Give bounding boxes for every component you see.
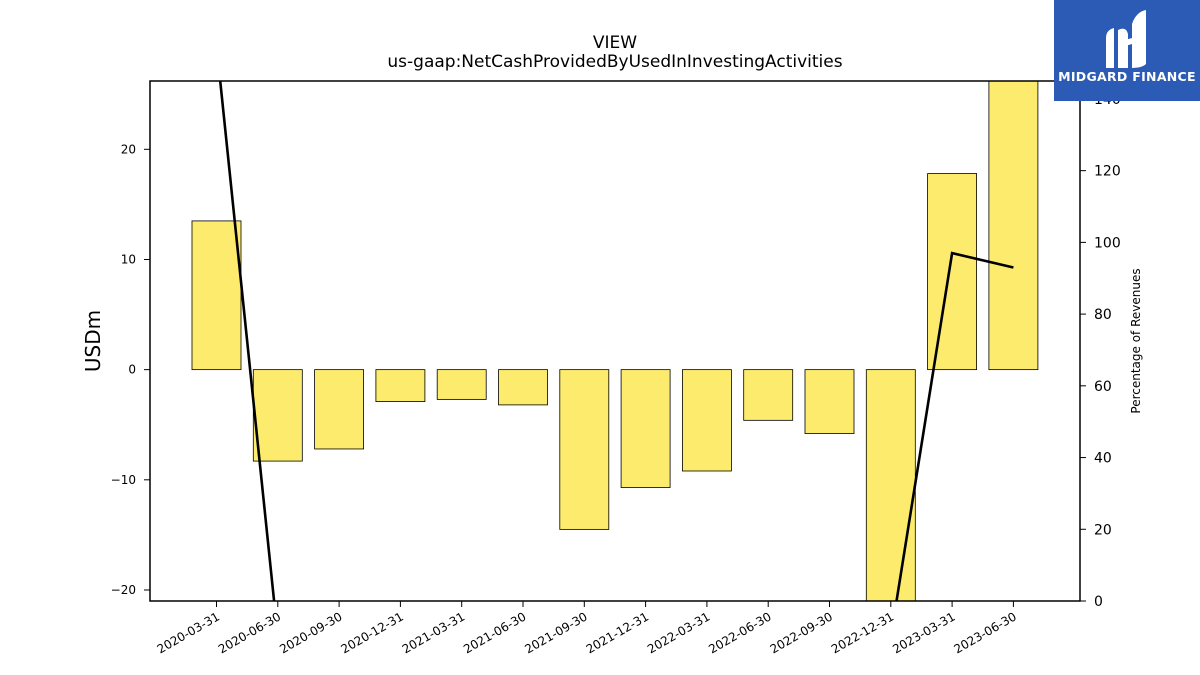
x-tick-label: 2020-06-30 [216,609,283,656]
x-tick-label: 2020-09-30 [277,609,344,656]
y-axis-label: USDm [81,310,105,372]
y-tick-label: −10 [111,473,136,487]
line-segment-0 [218,81,276,601]
y2-tick-label: 40 [1094,451,1112,467]
y2-tick-label: 120 [1094,164,1121,180]
x-tick-label: 2022-12-31 [829,609,896,656]
logo-text: MIDGARD FINANCE [1058,69,1196,84]
x-tick-label: 2021-12-31 [584,609,651,656]
bar-2023-06-30 [988,81,1039,371]
y2-tick-label: 80 [1094,307,1112,323]
brand-logo: MIDGARD FINANCE [1054,0,1200,101]
x-tick-label: 2021-06-30 [461,609,528,656]
x-tick-label: 2020-03-31 [155,609,222,656]
bar-2020-12-31 [375,369,426,402]
y2-tick-label: 60 [1094,379,1112,395]
bar-2020-09-30 [314,369,365,450]
bar-2020-03-31 [191,220,242,371]
bar-2022-03-31 [682,369,732,472]
x-tick-label: 2023-06-30 [951,609,1018,656]
chart-title: VIEW [592,33,638,53]
y-tick-label: 0 [128,363,136,377]
bar-2021-09-30 [559,369,610,530]
logo-mark-icon [1106,10,1146,69]
bar-2021-12-31 [620,369,671,488]
x-tick-label: 2020-12-31 [338,609,405,656]
plot-frame [149,80,1081,602]
bar-2021-03-31 [436,369,487,400]
x-tick-label: 2021-03-31 [400,609,467,656]
x-tick-label: 2023-03-31 [890,609,957,656]
x-tick-label: 2022-06-30 [706,609,773,656]
y2-tick-label: 0 [1094,594,1103,610]
bar-2020-06-30 [252,369,303,462]
chart-subtitle: us-gaap:NetCashProvidedByUsedInInvesting… [387,52,843,72]
bar-2021-06-30 [498,369,548,406]
bar-2022-06-30 [743,369,794,421]
y-tick-label: 10 [121,252,136,266]
x-tick-label: 2021-09-30 [522,609,589,656]
y2-tick-label: 20 [1094,522,1112,538]
y-tick-label: −20 [111,583,136,597]
y-tick-label: 20 [121,142,136,156]
bar-2022-12-31 [865,369,916,601]
y2-axis-label: Percentage of Revenues [1129,268,1143,413]
bar-2023-03-31 [927,173,977,371]
x-tick-label: 2022-09-30 [768,609,835,656]
x-tick-label: 2022-03-31 [645,609,712,656]
line-segment-1 [895,251,1014,601]
bar-2022-09-30 [804,369,855,434]
y2-tick-label: 100 [1094,235,1121,251]
